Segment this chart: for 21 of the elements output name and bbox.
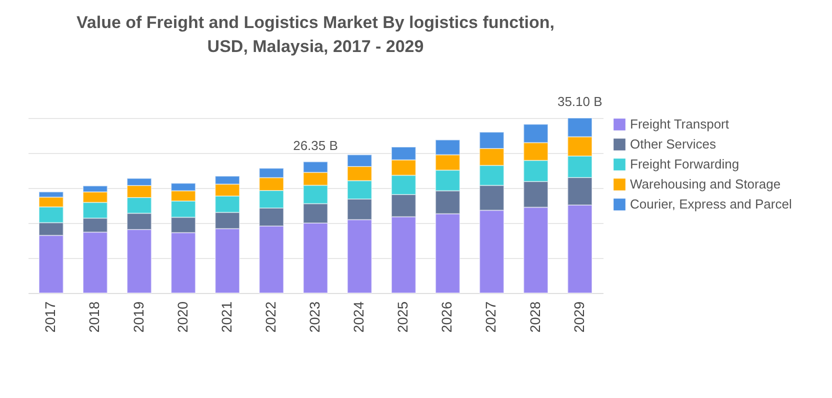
x-tick-label: 2019 bbox=[130, 301, 146, 333]
x-tick-label: 2029 bbox=[570, 301, 587, 333]
legend-label: Other Services bbox=[630, 136, 716, 152]
x-tick-label: 2020 bbox=[174, 301, 190, 333]
x-tick-label: 2023 bbox=[306, 301, 322, 333]
chart-title: Value of Freight and Logistics Market By logistics function, USD, Malaysia, 2017 - 2029 bbox=[76, 13, 554, 56]
x-tick-label: 2026 bbox=[438, 301, 455, 333]
x-tick-label: 2018 bbox=[86, 301, 102, 333]
x-tick-label: 2022 bbox=[262, 301, 278, 333]
legend-label: Freight Transport bbox=[630, 116, 730, 132]
x-tick-label: 2021 bbox=[218, 301, 234, 333]
legend-label: Freight Forwarding bbox=[630, 156, 740, 172]
annotation: 35.10 B bbox=[557, 94, 602, 109]
legend-label: Warehousing and Storage bbox=[630, 176, 781, 192]
x-tick-label: 2027 bbox=[482, 301, 499, 333]
x-tick-label: 2024 bbox=[350, 301, 367, 333]
x-tick-label: 2017 bbox=[42, 301, 58, 333]
x-tick-label: 2028 bbox=[526, 301, 543, 333]
annotation: 26.35 B bbox=[293, 138, 338, 153]
x-tick-label: 2025 bbox=[394, 301, 411, 333]
legend-label: Courier, Express and Parcel bbox=[630, 196, 792, 212]
